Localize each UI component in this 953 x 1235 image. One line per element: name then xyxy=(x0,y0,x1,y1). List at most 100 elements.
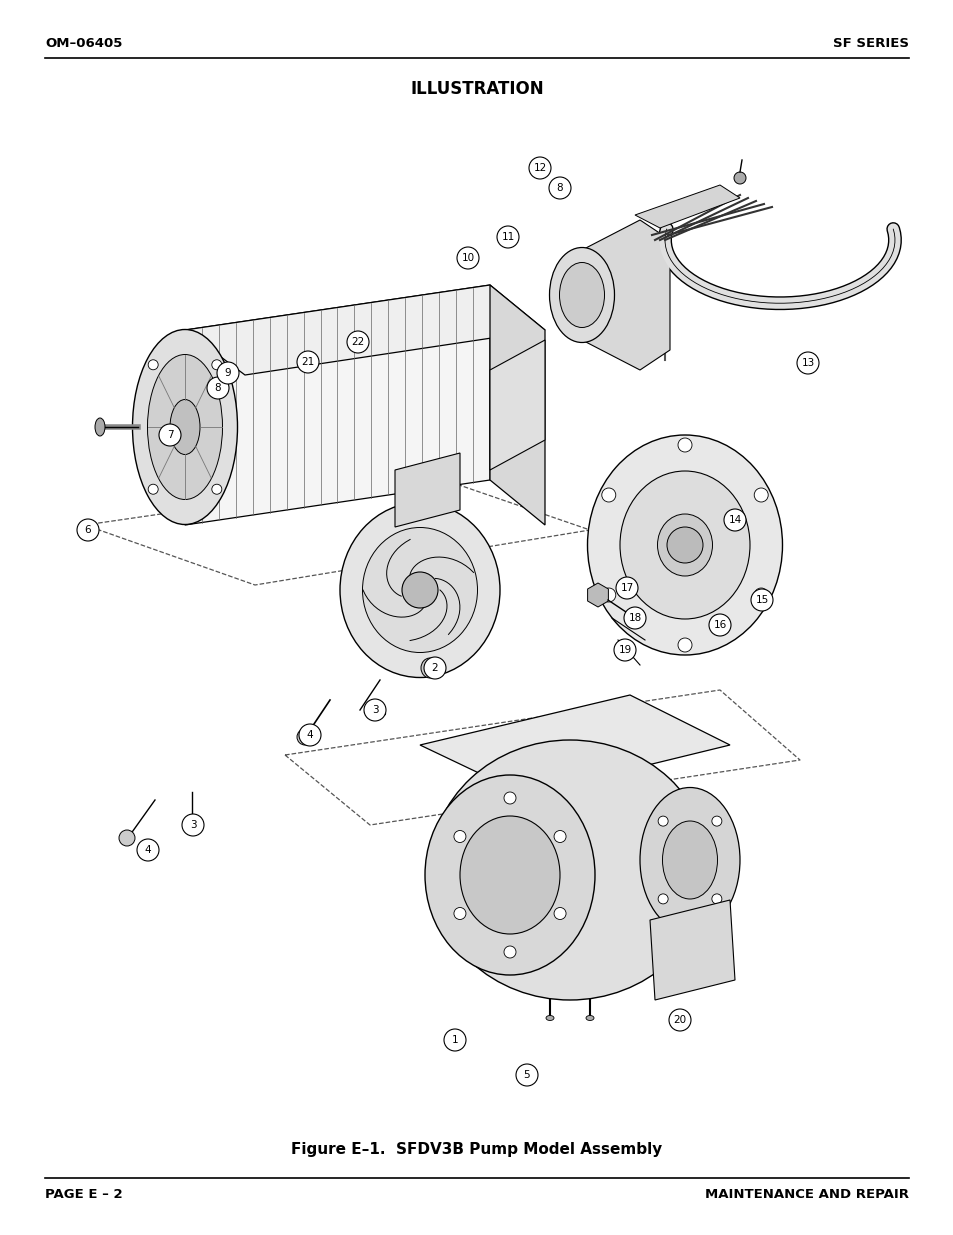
Circle shape xyxy=(529,157,551,179)
Text: 9: 9 xyxy=(225,368,231,378)
Circle shape xyxy=(554,908,565,920)
Circle shape xyxy=(616,577,638,599)
Circle shape xyxy=(658,816,667,826)
Circle shape xyxy=(298,724,320,746)
Ellipse shape xyxy=(430,740,709,1000)
Circle shape xyxy=(423,657,446,679)
Circle shape xyxy=(678,638,691,652)
Ellipse shape xyxy=(657,514,712,576)
Text: ILLUSTRATION: ILLUSTRATION xyxy=(410,80,543,98)
Ellipse shape xyxy=(362,527,477,652)
Circle shape xyxy=(711,894,721,904)
Ellipse shape xyxy=(425,663,434,673)
Text: 14: 14 xyxy=(727,515,740,525)
Text: 21: 21 xyxy=(301,357,314,367)
Circle shape xyxy=(711,816,721,826)
Circle shape xyxy=(454,830,465,842)
Text: 3: 3 xyxy=(372,705,378,715)
Circle shape xyxy=(182,814,204,836)
Circle shape xyxy=(754,588,767,601)
Text: 5: 5 xyxy=(523,1070,530,1079)
Text: 22: 22 xyxy=(351,337,364,347)
Circle shape xyxy=(601,588,615,601)
Polygon shape xyxy=(490,285,544,525)
Text: 8: 8 xyxy=(214,383,221,393)
Ellipse shape xyxy=(148,354,222,499)
Circle shape xyxy=(614,638,636,661)
Text: 3: 3 xyxy=(190,820,196,830)
Circle shape xyxy=(548,177,571,199)
Circle shape xyxy=(668,1009,690,1031)
Ellipse shape xyxy=(170,399,200,454)
Circle shape xyxy=(796,352,818,374)
Text: OM–06405: OM–06405 xyxy=(45,37,122,49)
Circle shape xyxy=(77,519,99,541)
Circle shape xyxy=(296,729,313,745)
Circle shape xyxy=(658,894,667,904)
Circle shape xyxy=(503,792,516,804)
Text: 7: 7 xyxy=(167,430,173,440)
Polygon shape xyxy=(635,185,740,228)
Polygon shape xyxy=(185,285,490,525)
Ellipse shape xyxy=(339,503,499,678)
Polygon shape xyxy=(490,340,544,471)
Ellipse shape xyxy=(132,330,237,525)
Circle shape xyxy=(296,351,318,373)
Circle shape xyxy=(159,424,181,446)
Circle shape xyxy=(601,488,615,501)
Polygon shape xyxy=(395,453,459,527)
Text: MAINTENANCE AND REPAIR: MAINTENANCE AND REPAIR xyxy=(704,1188,908,1200)
Text: Figure E–1.  SFDV3B Pump Model Assembly: Figure E–1. SFDV3B Pump Model Assembly xyxy=(291,1142,662,1157)
Ellipse shape xyxy=(585,1015,594,1020)
Text: 1: 1 xyxy=(451,1035,457,1045)
Circle shape xyxy=(212,359,222,369)
Ellipse shape xyxy=(545,1015,554,1020)
Ellipse shape xyxy=(661,821,717,899)
Circle shape xyxy=(497,226,518,248)
Polygon shape xyxy=(587,583,608,606)
Ellipse shape xyxy=(549,247,614,342)
Circle shape xyxy=(401,572,437,608)
Text: 16: 16 xyxy=(713,620,726,630)
Text: 4: 4 xyxy=(145,845,152,855)
Text: 15: 15 xyxy=(755,595,768,605)
Ellipse shape xyxy=(558,263,604,327)
Circle shape xyxy=(212,484,222,494)
Text: 11: 11 xyxy=(501,232,514,242)
Text: PAGE E – 2: PAGE E – 2 xyxy=(45,1188,123,1200)
Circle shape xyxy=(148,484,158,494)
Ellipse shape xyxy=(420,658,438,678)
Text: 8: 8 xyxy=(557,183,562,193)
Text: 20: 20 xyxy=(673,1015,686,1025)
Circle shape xyxy=(364,699,386,721)
Circle shape xyxy=(750,589,772,611)
Circle shape xyxy=(666,527,702,563)
Circle shape xyxy=(207,377,229,399)
Ellipse shape xyxy=(95,417,105,436)
Text: 2: 2 xyxy=(432,663,437,673)
Circle shape xyxy=(119,830,135,846)
Circle shape xyxy=(503,946,516,958)
Text: 13: 13 xyxy=(801,358,814,368)
Text: 18: 18 xyxy=(628,613,641,622)
Circle shape xyxy=(216,362,239,384)
Text: SF SERIES: SF SERIES xyxy=(832,37,908,49)
Circle shape xyxy=(148,359,158,369)
Circle shape xyxy=(554,830,565,842)
Circle shape xyxy=(733,172,745,184)
Text: 6: 6 xyxy=(85,525,91,535)
Polygon shape xyxy=(581,220,669,370)
Ellipse shape xyxy=(619,471,749,619)
Circle shape xyxy=(754,488,767,501)
Circle shape xyxy=(516,1065,537,1086)
Circle shape xyxy=(723,509,745,531)
Circle shape xyxy=(678,438,691,452)
Circle shape xyxy=(443,1029,465,1051)
Ellipse shape xyxy=(587,435,781,655)
Ellipse shape xyxy=(639,788,740,932)
Text: 19: 19 xyxy=(618,645,631,655)
Text: 10: 10 xyxy=(461,253,474,263)
Circle shape xyxy=(454,908,465,920)
Polygon shape xyxy=(649,900,734,1000)
Text: 12: 12 xyxy=(533,163,546,173)
